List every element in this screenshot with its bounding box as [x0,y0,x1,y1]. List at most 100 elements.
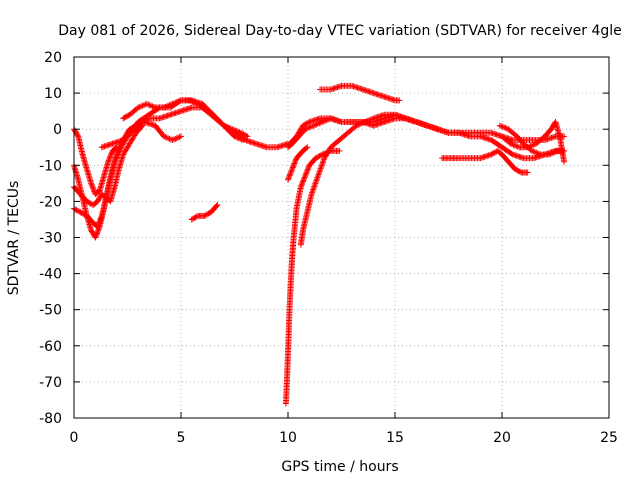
data-series-pass-13 [317,82,403,104]
data-point [551,149,558,156]
data-series-pass-6 [120,97,251,140]
data-point [289,165,296,172]
data-point [188,216,195,223]
data-point [120,115,127,122]
data-point [304,124,311,131]
data-point [235,128,242,135]
x-tick-label: 0 [70,430,79,446]
data-point [148,102,155,109]
data-point [547,150,554,157]
data-point [317,119,324,126]
data-point [111,158,118,165]
data-point [238,136,245,143]
data-point [145,101,152,108]
x-tick-label: 25 [600,430,618,446]
data-point [205,210,212,217]
data-point [138,103,145,110]
y-tick-label: -10 [39,158,62,174]
data-point [121,114,128,121]
data-point [489,150,496,157]
data-point [301,175,308,182]
data-point [226,124,233,131]
data-point [531,149,538,156]
data-point [285,175,292,182]
chart-title: Day 081 of 2026, Sidereal Day-to-day VTE… [58,23,622,39]
data-series-pass-7 [188,202,221,223]
data-point [117,145,124,152]
data-point [191,215,198,222]
data-point [317,152,324,159]
data-point [178,133,184,140]
data-point [124,113,131,120]
data-point [289,164,296,171]
data-point [138,123,145,130]
data-point [173,135,180,142]
data-point [530,141,537,148]
y-tick-label: -60 [39,339,62,355]
data-series-pass-1 [71,126,120,198]
data-point [204,211,211,218]
data-point [510,141,517,148]
data-point [106,155,113,162]
data-point [553,148,560,155]
data-point [143,100,150,107]
data-point [150,103,157,110]
data-series-pass-14 [439,147,531,176]
y-tick-label: 20 [44,50,62,66]
data-point [88,180,95,187]
data-point [526,143,533,150]
data-point [172,99,179,106]
data-point [305,165,312,172]
data-point [170,136,177,143]
data-point [286,174,293,181]
data-point [533,149,540,156]
data-point [225,124,232,131]
data-point [168,101,175,108]
data-point [192,214,199,221]
data-point [176,97,183,104]
data-point [304,166,311,173]
data-point [240,137,247,144]
data-point [173,99,180,106]
data-point [304,144,311,151]
data-point [524,144,531,151]
data-point [112,155,119,162]
data-point [160,133,167,140]
data-point [534,150,541,157]
data-point [292,157,299,164]
data-point [316,120,323,127]
data-point [105,157,112,164]
data-point [113,154,120,161]
data-point [166,135,173,142]
data-point [302,121,309,128]
data-point [169,100,176,107]
data-point [139,122,146,129]
data-point [213,203,220,210]
data-point [298,181,305,188]
data-point [235,135,242,142]
data-point [285,176,291,183]
data-point [243,132,250,139]
data-point [536,150,543,157]
data-point [231,133,238,140]
data-point [561,158,568,165]
data-point [524,169,531,176]
data-series-pass-8 [282,147,343,407]
data-point [488,151,495,158]
data-point [163,134,170,141]
data-point [73,207,80,214]
data-point [90,187,97,194]
x-tick-label: 10 [279,430,297,446]
data-point [307,123,314,130]
data-point [298,182,305,189]
data-point [297,183,304,190]
data-point [223,123,230,130]
y-tick-label: 10 [44,86,62,102]
data-point [187,97,194,104]
data-point [96,219,103,226]
data-point [186,97,193,104]
data-point [290,163,297,170]
data-point [93,231,100,238]
data-point [89,184,96,191]
